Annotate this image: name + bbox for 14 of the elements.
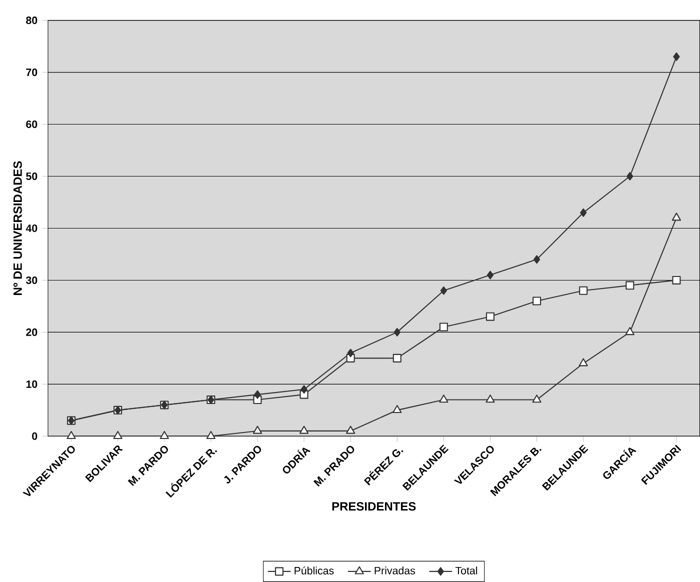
y-axis-title: Nº DE UNIVERSIDADES bbox=[13, 161, 22, 295]
legend-label: Total bbox=[455, 566, 478, 574]
y-tick-label: 0 bbox=[32, 432, 38, 440]
y-tick-label: 40 bbox=[26, 224, 38, 232]
legend-label: Privadas bbox=[374, 566, 416, 574]
y-tick-label: 80 bbox=[26, 16, 38, 24]
y-tick-label: 60 bbox=[26, 120, 38, 128]
y-tick-label: 30 bbox=[26, 276, 38, 284]
y-tick-label: 10 bbox=[26, 380, 38, 388]
y-tick-label: 50 bbox=[26, 172, 38, 180]
legend-label: Públicas bbox=[294, 566, 334, 574]
y-tick-label: 70 bbox=[26, 68, 38, 76]
y-tick-label: 20 bbox=[26, 328, 38, 336]
x-axis-title: PRESIDENTES bbox=[332, 502, 416, 511]
